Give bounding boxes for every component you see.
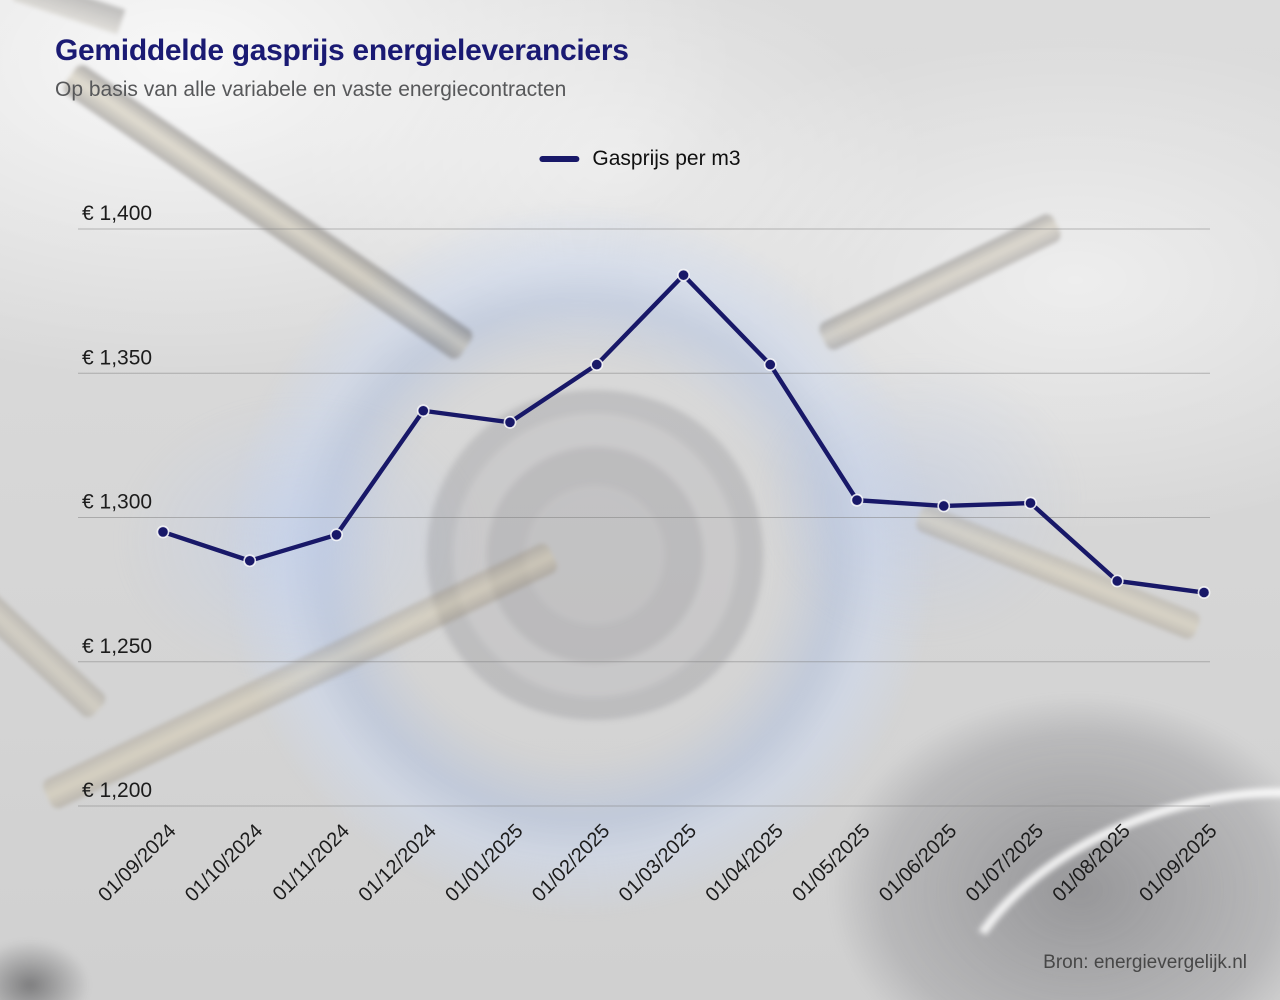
x-axis-label: 01/03/2025 — [615, 820, 701, 906]
x-axis-label: 01/07/2025 — [962, 820, 1048, 906]
data-point-marker — [503, 415, 517, 429]
x-axis-label: 01/02/2025 — [528, 820, 614, 906]
legend-label: Gasprijs per m3 — [592, 147, 741, 170]
x-axis-label: 01/12/2024 — [354, 820, 440, 906]
x-axis-label: 01/10/2024 — [181, 820, 267, 906]
legend-line-swatch — [539, 156, 580, 162]
bg-burner-disc — [420, 390, 770, 720]
x-axis-label: 01/06/2025 — [875, 820, 961, 906]
x-axis-label: 01/01/2025 — [441, 820, 527, 906]
data-point-marker — [937, 499, 951, 513]
source-credit: Bron: energievergelijk.nl — [1043, 952, 1247, 973]
chart-header: Gemiddelde gasprijs energieleveranciers … — [55, 34, 629, 102]
data-point-marker — [416, 404, 430, 418]
data-point-marker — [156, 525, 170, 539]
y-axis-label: € 1,200 — [82, 779, 152, 802]
legend: Gasprijs per m3 — [539, 147, 741, 171]
bg-flame-glow-left — [120, 400, 480, 680]
data-point-marker — [330, 528, 343, 542]
x-axis-label: 01/09/2025 — [1135, 820, 1221, 906]
price-line — [160, 272, 1207, 595]
x-axis-label: 01/04/2025 — [701, 820, 787, 906]
data-point-marker — [1024, 496, 1037, 510]
y-axis-label: € 1,300 — [82, 491, 152, 514]
data-point-marker — [243, 554, 257, 568]
x-axis-label: 01/08/2025 — [1048, 820, 1134, 906]
data-point-marker — [590, 358, 604, 371]
x-axis-label: 01/05/2025 — [788, 820, 874, 906]
data-point-marker — [677, 268, 690, 282]
page-title: Gemiddelde gasprijs energieleveranciers — [55, 34, 629, 67]
data-point-marker — [1110, 574, 1124, 588]
x-axis-label: 01/11/2024 — [269, 820, 354, 905]
y-axis-label: € 1,350 — [82, 346, 152, 369]
data-point-marker — [763, 358, 777, 371]
data-point-marker — [850, 493, 864, 507]
page-subtitle: Op basis van alle variabele en vaste ene… — [55, 78, 567, 101]
data-point-marker — [1197, 586, 1211, 599]
y-axis-label: € 1,250 — [82, 635, 152, 658]
y-axis-label: € 1,400 — [82, 202, 152, 225]
x-axis-label: 01/09/2024 — [94, 820, 180, 906]
